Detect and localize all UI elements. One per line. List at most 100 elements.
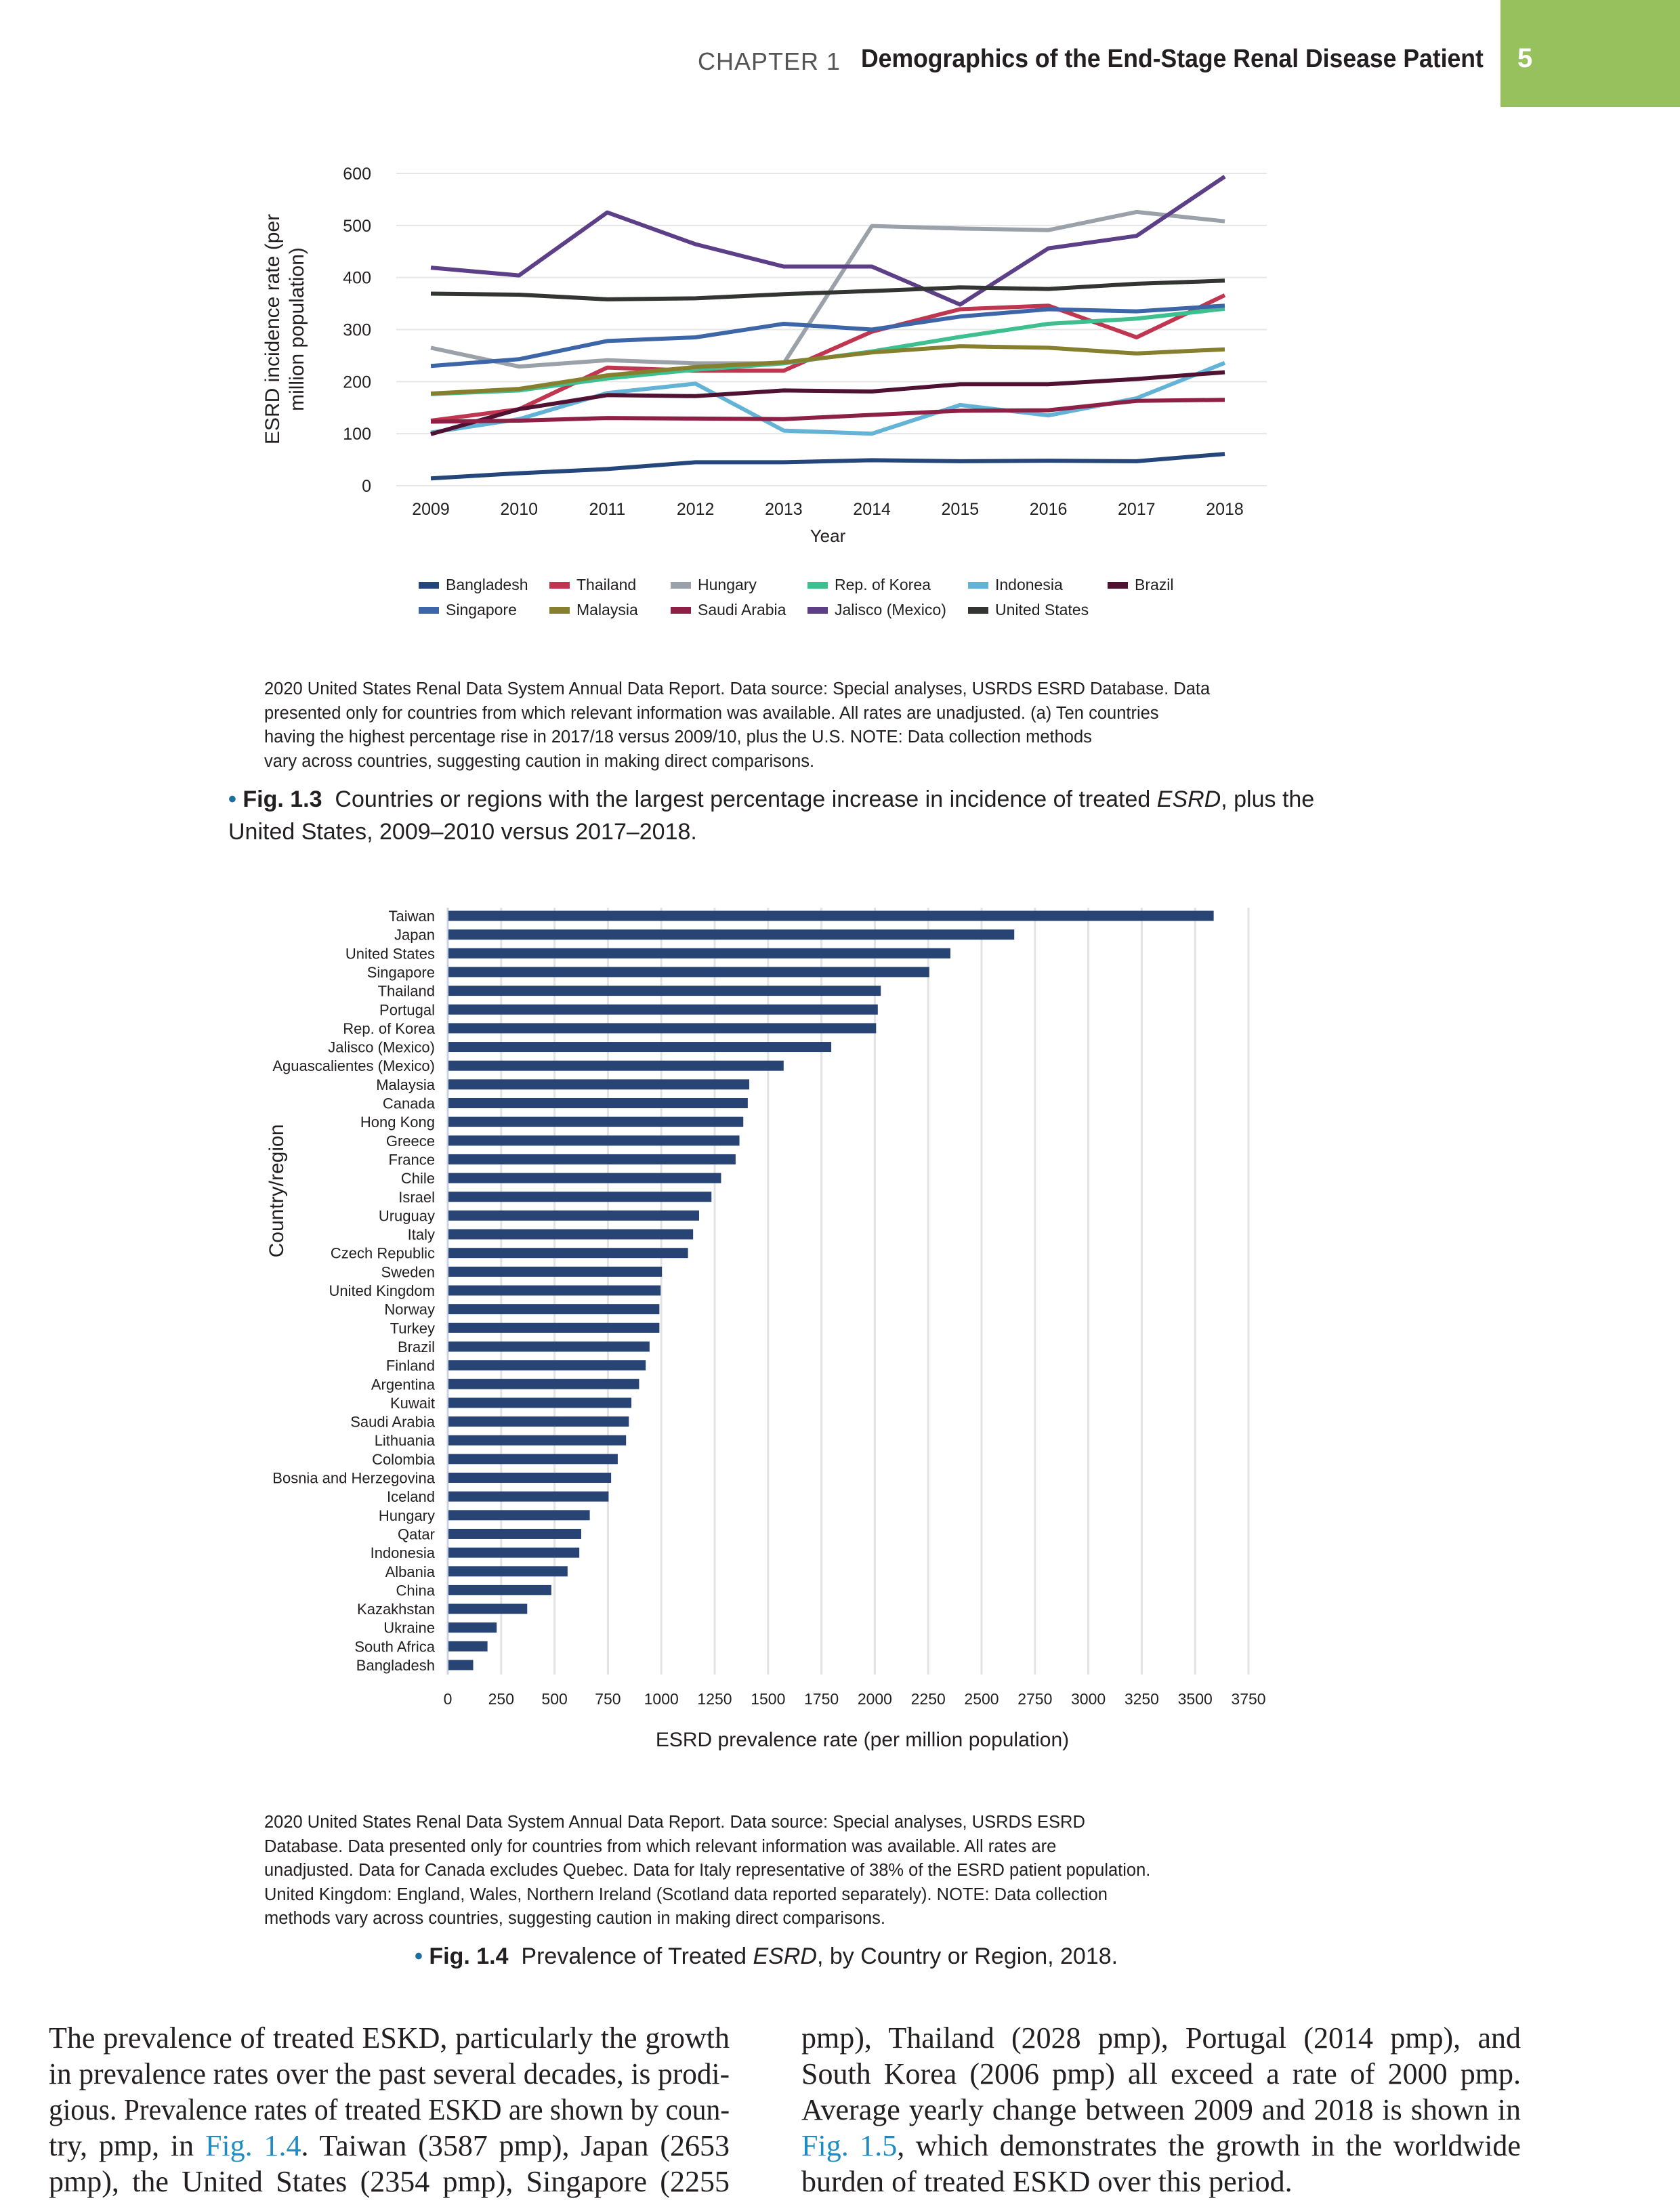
note-line: 2020 United States Renal Data System Ann… [264,679,1211,698]
y-axis-title: Country/region [266,1124,288,1258]
body-text-line-content: Average yearly change between 2009 and 2… [801,2092,1521,2128]
page-number-tab [1500,0,1680,107]
body-text: South Korea (2006 pmp) all exceed a rate… [801,2057,1521,2090]
prevalence-bar-chart: 0 250 500 750 1000 1250 1500 1750 2000 2250 2500 27… [266,908,1266,1751]
x-tick-label: 3000 [1071,1690,1106,1708]
legend-swatch [671,606,691,614]
body-text: try, pmp, in [49,2129,205,2162]
bar-taiwan [448,910,1214,921]
category-label: United States [345,945,435,962]
body-text-line-content: The prevalence of treated ESKD, particul… [49,2020,730,2056]
legend-label: Malaysia [576,601,638,618]
y-tick-label: 500 [343,217,371,236]
bar-ukraine [448,1622,497,1633]
y-tick-label: 300 [343,321,371,340]
legend-swatch [671,581,691,589]
note-line: Database. Data presented only for countr… [264,1836,1057,1856]
x-tick-label: 1000 [644,1690,679,1708]
body-text: pmp), the United States (2354 pmp), Sing… [49,2165,730,2198]
x-tick-label: 2012 [677,500,715,519]
bullet-icon: • [415,1943,423,1969]
bar-albania [448,1566,568,1577]
note-line: United Kingdom: England, Wales, Northern… [264,1885,1108,1904]
legend-item: Hungary [671,576,757,594]
bar-jalisco-mexico- [448,1042,832,1053]
bar-norway [448,1304,660,1315]
series-line-jalisco-mexico- [430,175,1226,307]
bar-aguascalientes-mexico- [448,1060,784,1071]
category-label: Albania [385,1563,436,1580]
series-line-united-states [430,278,1225,301]
body-text-line-content: pmp), the United States (2354 pmp), Sing… [49,2164,730,2200]
y-axis-title: million population) [286,247,308,411]
category-label: Turkey [390,1320,435,1337]
series-line-hungary [430,209,1225,369]
caption-text: Prevalence of Treated [521,1943,753,1969]
chapter-label: CHAPTER 1 [698,47,841,75]
category-label: Italy [408,1226,435,1243]
bullet-icon: • [228,786,236,812]
category-label: China [396,1582,436,1599]
legend-swatch [419,606,439,614]
legend-label: Saudi Arabia [698,601,786,618]
body-text: in prevalence rates over the past severa… [49,2057,730,2090]
bar-france [448,1154,736,1164]
category-label: Japan [394,927,435,944]
fig14-source-note: 2020 United States Renal Data System Ann… [264,1811,1150,1931]
category-label: Qatar [398,1526,435,1542]
x-tick-label: 3500 [1178,1690,1213,1708]
x-tick-label: 750 [595,1690,621,1708]
note-line: presented only for countries from which … [264,703,1159,723]
category-label: Indonesia [371,1544,436,1561]
body-column-left: The prevalence of treated ESKD, particul… [49,2020,730,2200]
legend-swatch [968,606,988,614]
category-label: Lithuania [375,1432,436,1449]
legend-item: Brazil [1108,576,1174,594]
category-label: Taiwan [389,908,435,925]
x-tick-label: 1250 [697,1690,732,1708]
category-label: Canada [383,1095,436,1112]
category-label: Argentina [371,1376,436,1393]
legend-item: Thailand [549,576,636,594]
y-tick-label: 100 [343,425,371,444]
fig13-source-note: 2020 United States Renal Data System Ann… [264,677,1210,774]
figure-link[interactable]: Fig. 1.5 [801,2129,898,2162]
note-line: unadjusted. Data for Canada excludes Que… [264,1861,1151,1880]
body-text-line-content: try, pmp, in Fig. 1.4. Taiwan (3587 pmp)… [49,2128,730,2164]
caption-text: United States, 2009–2010 versus 2017–201… [228,819,697,845]
bar-iceland [448,1491,609,1502]
legend-swatch [807,606,828,614]
x-tick-label: 2015 [942,500,980,519]
x-tick-label: 2011 [589,500,626,519]
body-text: burden of treated ESKD over this period. [801,2165,1293,2198]
bar-saudi-arabia [448,1416,629,1427]
body-text: gious. Prevalence rates of treated ESKD … [49,2093,730,2126]
legend-label: United States [995,601,1089,618]
x-tick-label: 500 [541,1690,567,1708]
body-text-line: try, pmp, in Fig. 1.4. Taiwan (3587 pmp)… [49,2128,730,2164]
bar-japan [448,929,1015,940]
category-label: Czech Republic [331,1245,435,1262]
legend-swatch [1108,581,1128,589]
body-text-line: in prevalence rates over the past severa… [49,2056,730,2092]
bar-indonesia [448,1547,580,1558]
category-label: United Kingdom [329,1282,435,1299]
legend-label: Hungary [698,576,757,593]
bar-thailand [448,986,881,996]
legend-label: Thailand [576,576,637,593]
legend-label: Singapore [446,601,517,618]
category-label: Finland [386,1358,435,1374]
body-text-line: burden of treated ESKD over this period. [801,2164,1521,2200]
bar-kuwait [448,1397,632,1408]
x-tick-label: 2750 [1017,1690,1052,1708]
series-line-singapore [430,303,1225,369]
x-tick-label: 3250 [1125,1690,1159,1708]
y-tick-label: 0 [362,477,371,496]
bar-rep-of-korea [448,1023,877,1034]
figure-link[interactable]: Fig. 1.4 [205,2129,301,2162]
y-tick-label: 600 [343,165,371,184]
body-text: Average yearly change between 2009 and 2… [801,2093,1521,2126]
bar-united-kingdom [448,1285,661,1296]
caption-emphasis: ESRD [753,1943,817,1969]
legend-item: Malaysia [549,601,638,619]
